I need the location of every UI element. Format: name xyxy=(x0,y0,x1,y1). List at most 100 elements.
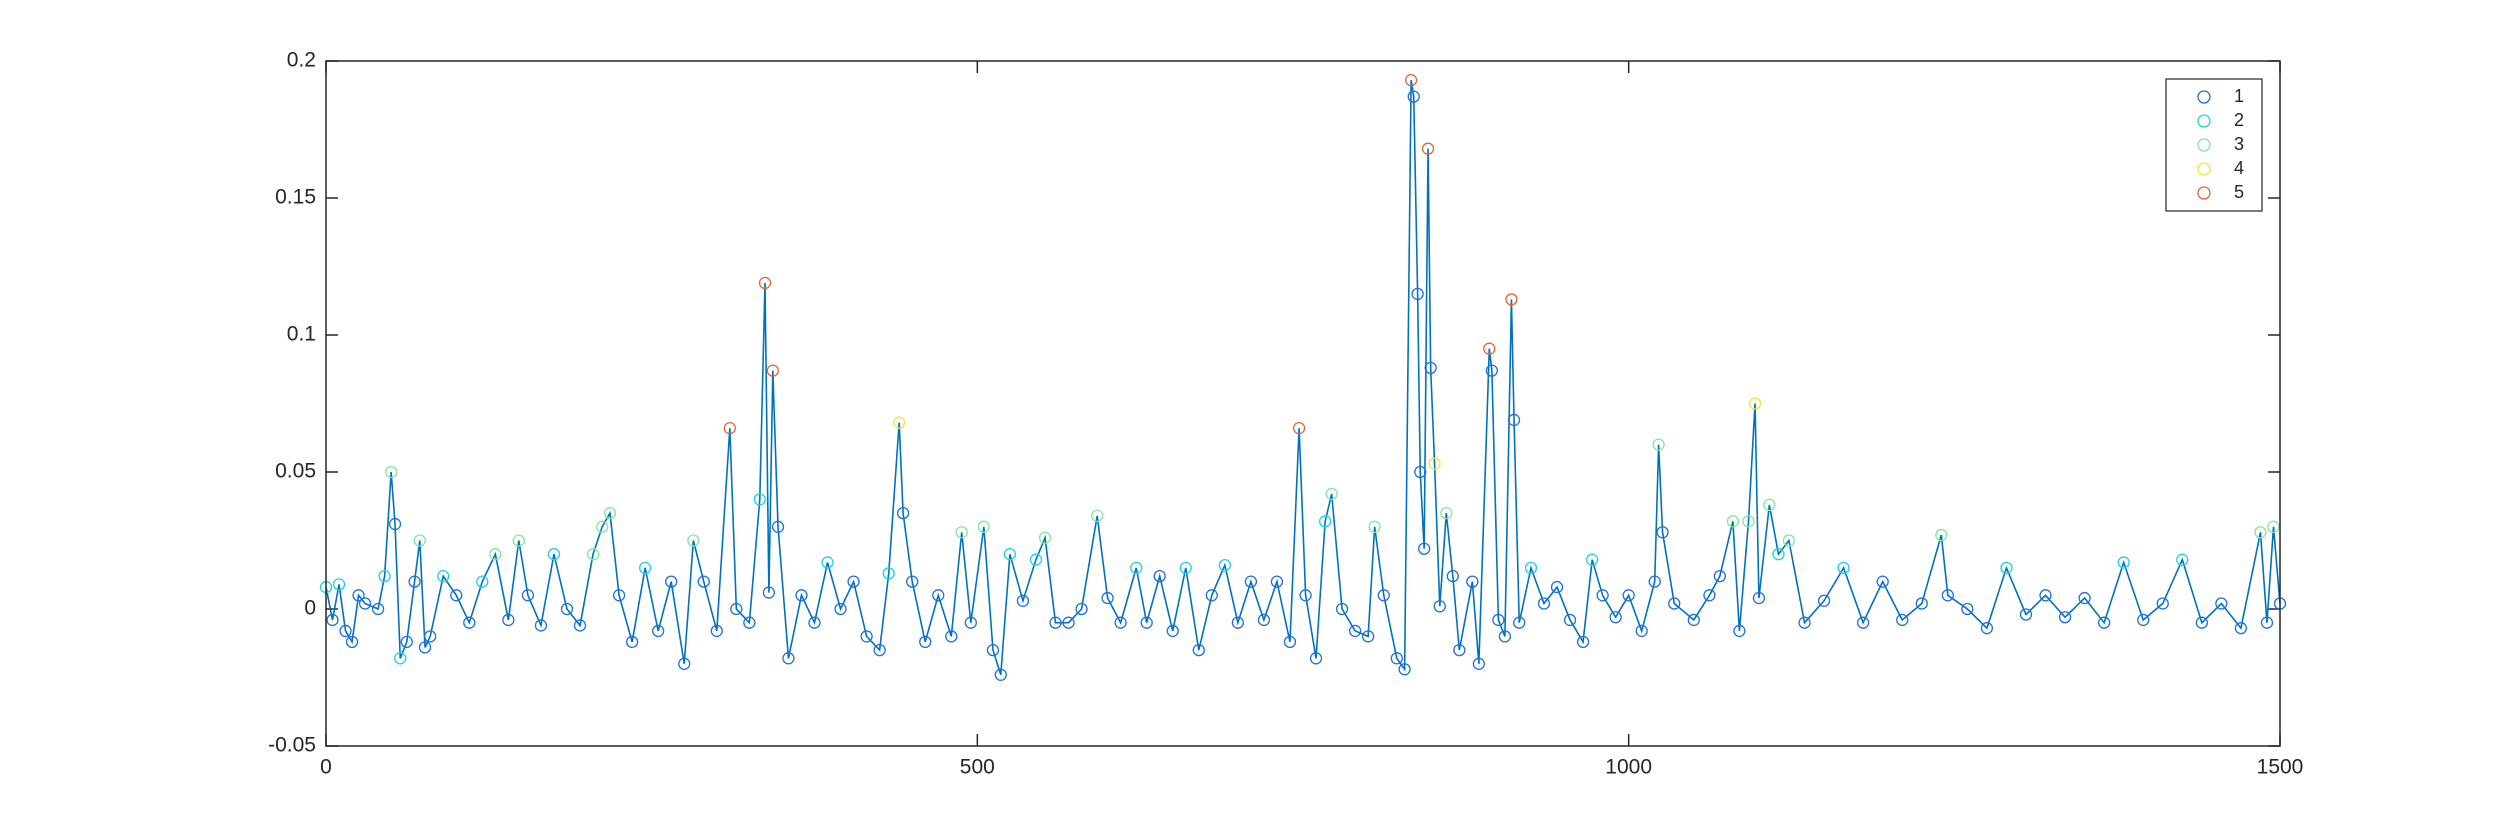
data-point xyxy=(394,652,407,665)
data-point xyxy=(1424,361,1437,375)
data-point xyxy=(1498,630,1512,643)
data-point xyxy=(1772,548,1785,561)
data-point xyxy=(2078,591,2091,605)
data-point xyxy=(1130,561,1143,575)
data-point xyxy=(834,602,847,616)
data-point xyxy=(1218,559,1231,572)
data-point xyxy=(860,630,873,643)
data-point xyxy=(1713,569,1727,583)
y-tick-label: 0.05 xyxy=(275,460,316,483)
y-tick-label: -0.05 xyxy=(268,734,316,757)
data-point xyxy=(388,517,402,531)
data-point xyxy=(547,548,561,561)
data-point xyxy=(1075,602,1088,616)
data-point xyxy=(753,493,766,506)
legend-marker xyxy=(2197,90,2211,104)
plot-area xyxy=(326,61,2280,746)
data-point xyxy=(1348,624,1362,638)
data-point xyxy=(678,657,691,670)
data-point xyxy=(906,575,919,588)
data-point xyxy=(1609,611,1622,624)
data-point xyxy=(1576,635,1590,649)
data-point xyxy=(896,506,910,520)
data-point xyxy=(821,556,834,569)
data-point xyxy=(625,635,639,649)
data-point xyxy=(1049,616,1062,629)
data-line xyxy=(325,80,2281,676)
legend: 1 2 3 4 5 xyxy=(2165,78,2263,212)
data-point xyxy=(384,465,398,479)
data-point xyxy=(413,534,426,547)
data-point xyxy=(586,548,600,561)
data-point xyxy=(1748,397,1762,410)
axes-box xyxy=(325,60,2281,747)
data-point xyxy=(743,616,756,629)
data-point xyxy=(1421,142,1435,155)
data-point xyxy=(1101,591,1114,605)
data-point xyxy=(1648,575,1661,588)
legend-label: 5 xyxy=(2234,182,2244,202)
data-point xyxy=(1440,506,1453,520)
legend-marker xyxy=(2197,114,2211,128)
data-point xyxy=(1763,498,1776,512)
data-point xyxy=(1505,293,1518,306)
data-point xyxy=(1941,589,1954,602)
y-tick-label: 0.2 xyxy=(287,49,316,72)
x-tick-label: 0 xyxy=(320,756,332,779)
y-tick-label: 0.1 xyxy=(287,323,316,346)
data-point xyxy=(1292,422,1306,435)
data-point xyxy=(1335,602,1349,616)
data-point xyxy=(1361,630,1375,643)
data-point xyxy=(450,589,463,602)
y-tick-label: 0.15 xyxy=(275,186,316,209)
data-point xyxy=(964,616,977,629)
data-point xyxy=(652,624,665,638)
data-point xyxy=(1742,515,1755,528)
data-point xyxy=(994,668,1007,681)
data-point xyxy=(1876,575,1889,588)
data-point xyxy=(687,534,700,547)
data-point xyxy=(371,602,385,616)
data-point xyxy=(1433,600,1446,613)
data-point xyxy=(873,643,886,657)
data-point xyxy=(758,276,772,290)
data-point xyxy=(476,575,489,588)
data-point xyxy=(723,422,736,435)
data-point xyxy=(612,589,626,602)
data-point xyxy=(1407,90,1420,103)
data-point xyxy=(1029,553,1043,566)
data-point xyxy=(1114,616,1127,629)
data-point xyxy=(1856,616,1870,629)
data-point xyxy=(1896,613,1909,627)
data-point xyxy=(1299,589,1312,602)
data-point xyxy=(893,416,906,429)
data-point xyxy=(1596,589,1609,602)
data-point xyxy=(339,624,352,638)
legend-label: 3 xyxy=(2234,134,2244,154)
data-point xyxy=(1656,526,1669,539)
data-point xyxy=(1524,561,1538,575)
data-point xyxy=(1390,652,1403,665)
data-point xyxy=(560,602,574,616)
data-point xyxy=(2137,613,2150,627)
data-point xyxy=(534,619,548,632)
data-point xyxy=(932,589,945,602)
data-point xyxy=(1550,580,1564,594)
x-tick-label: 500 xyxy=(960,756,995,779)
data-point xyxy=(945,630,958,643)
data-point xyxy=(710,624,723,638)
data-point xyxy=(1752,591,1766,605)
data-point xyxy=(1817,594,1831,607)
y-tick-label: 0 xyxy=(304,597,316,620)
data-point xyxy=(352,589,365,602)
data-point xyxy=(1537,597,1551,610)
data-point xyxy=(1513,616,1526,629)
data-point xyxy=(847,575,860,588)
data-point xyxy=(697,575,710,588)
data-point xyxy=(1140,616,1153,629)
data-point xyxy=(1485,364,1499,377)
data-point xyxy=(762,586,776,599)
data-point xyxy=(1915,597,1928,610)
data-point xyxy=(345,635,359,649)
data-point xyxy=(408,575,421,588)
